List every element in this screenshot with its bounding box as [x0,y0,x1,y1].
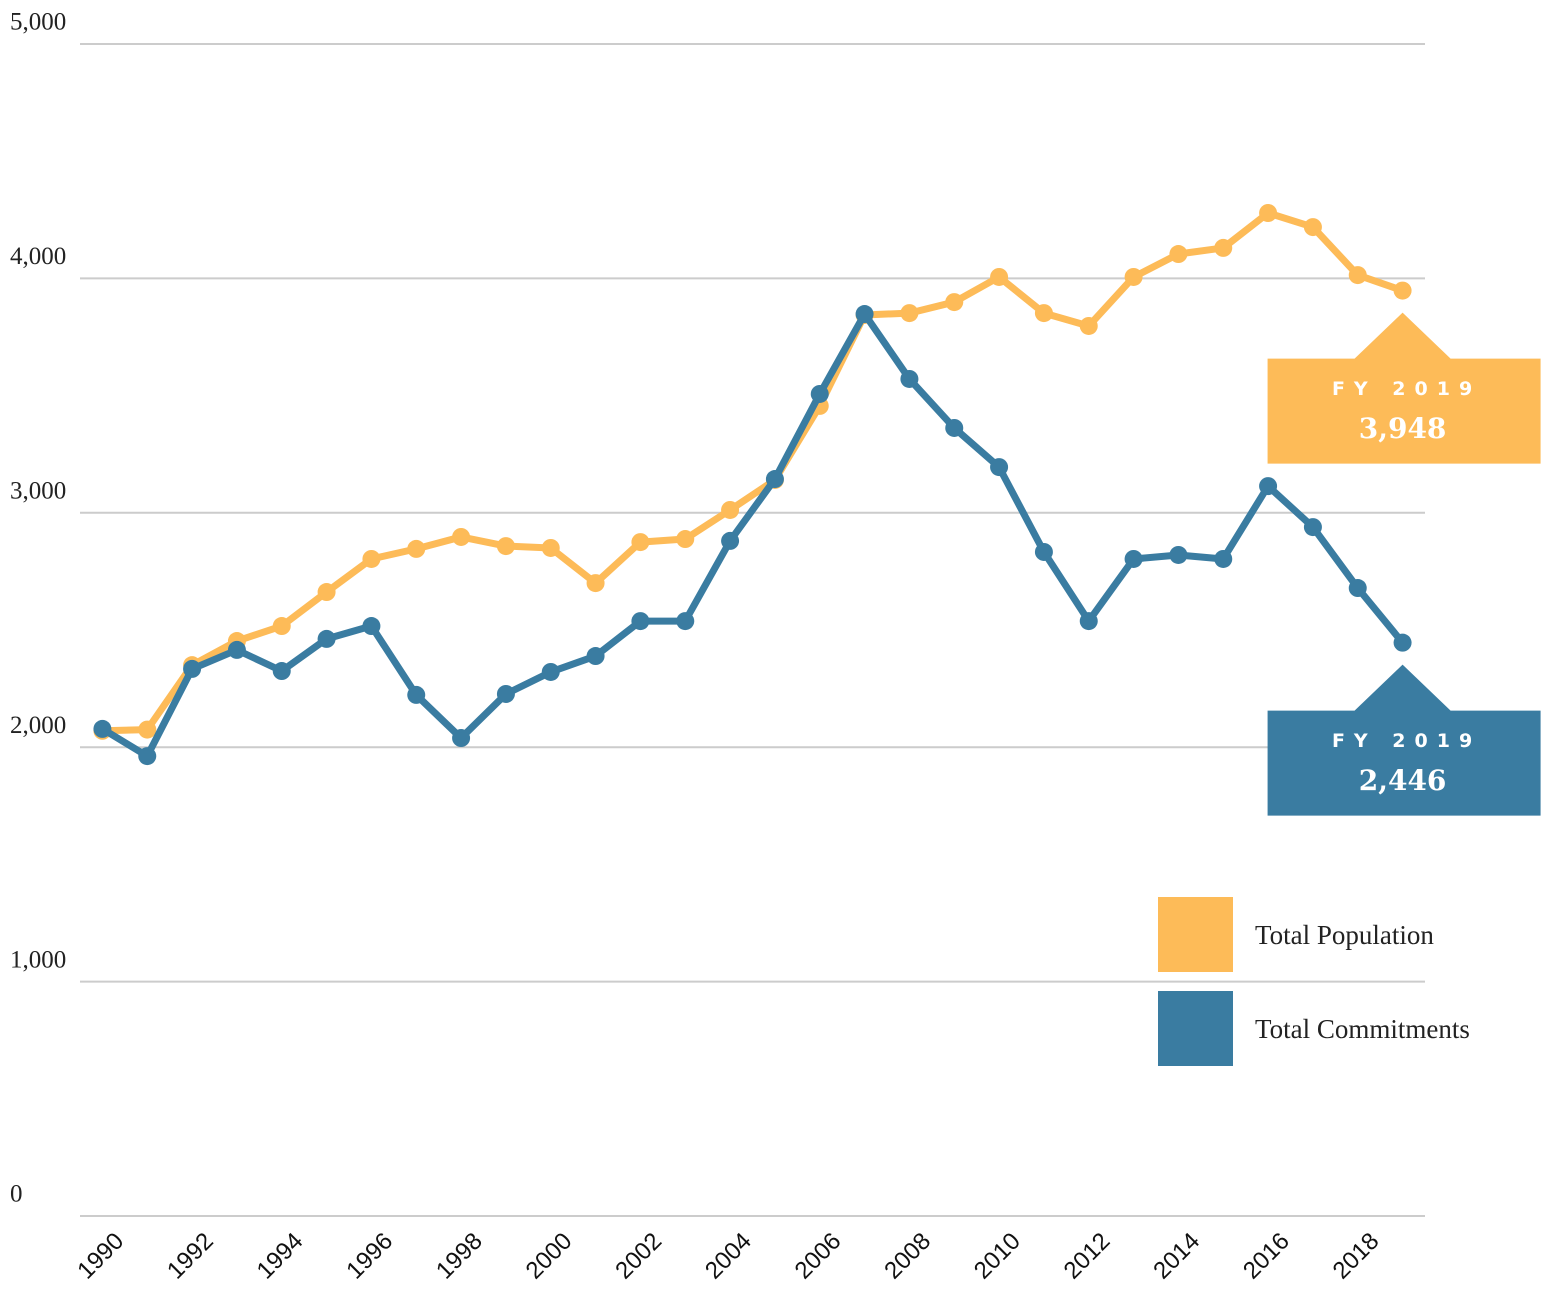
point [721,500,740,519]
x-tick-label: 1994 [252,1228,309,1285]
x-tick-label: 2018 [1328,1228,1385,1285]
point [900,369,919,388]
point [183,659,202,678]
point [1348,579,1367,598]
y-tick-label: 2,000 [10,712,66,739]
point [1214,238,1233,257]
point [407,539,426,558]
callout-box [1267,312,1541,464]
point [1169,545,1188,564]
point [272,617,291,636]
legend-label: Total Commitments [1255,1014,1470,1044]
point [990,458,1009,477]
point [1079,612,1098,631]
x-tick-label: 2000 [521,1228,578,1285]
point [1124,549,1143,568]
series-line [102,209,1404,735]
data-label: 3,948 [1359,412,1447,445]
point [227,640,246,659]
point [138,747,157,766]
callout-title: FY 2019 [1332,730,1481,752]
x-tick-label: 2004 [700,1228,757,1285]
x-tick-label: 2008 [879,1228,936,1285]
x-tick-label: 1992 [162,1228,219,1285]
point [1303,518,1322,537]
point [631,612,650,631]
point [1348,266,1367,285]
x-tick-label: 2010 [969,1228,1026,1285]
point [1259,204,1278,223]
point [1169,245,1188,264]
point [855,305,874,324]
legend-label: Total Population [1255,920,1434,950]
point [496,537,515,556]
point [272,662,291,681]
x-tick-label: 1998 [431,1228,488,1285]
point [452,729,471,748]
point [541,662,560,681]
point [945,418,964,437]
point [1393,281,1412,300]
point [541,538,560,557]
x-tick-label: 2016 [1238,1228,1295,1285]
point [900,304,919,323]
point [1214,549,1233,568]
point [1124,267,1143,286]
point [138,720,157,739]
point [93,719,112,738]
callout-title: FY 2019 [1332,378,1481,400]
point [1259,477,1278,496]
x-tick-label: 2012 [1059,1228,1116,1285]
x-tick-label: 2006 [790,1228,847,1285]
point [317,583,336,602]
point [586,647,605,666]
y-tick-label: 3,000 [10,478,66,505]
point [407,685,426,704]
y-tick-label: 0 [10,1181,23,1208]
point [1034,304,1053,323]
x-tick-label: 2002 [610,1228,667,1285]
point [810,384,829,403]
point [362,549,381,568]
data-label: 2,446 [1359,764,1447,797]
point [586,574,605,593]
x-tick-label: 1990 [72,1228,129,1285]
point [945,293,964,312]
point [631,533,650,552]
y-tick-label: 1,000 [10,946,66,973]
callout-box [1267,664,1541,816]
point [317,629,336,648]
y-tick-label: 4,000 [10,243,66,270]
series-line [100,310,1406,760]
point [1303,218,1322,237]
point [721,531,740,550]
point [1079,316,1098,335]
point [676,530,695,549]
point [452,527,471,546]
legend-swatch [1158,897,1233,972]
point [765,470,784,489]
point [1393,633,1412,652]
point [676,612,695,631]
x-tick-label: 2014 [1148,1228,1205,1285]
point [990,267,1009,286]
legend-swatch [1158,991,1233,1066]
point [1034,542,1053,561]
point [496,684,515,703]
x-tick-label: 1996 [341,1228,398,1285]
y-tick-label: 5,000 [10,9,66,36]
point [362,617,381,636]
